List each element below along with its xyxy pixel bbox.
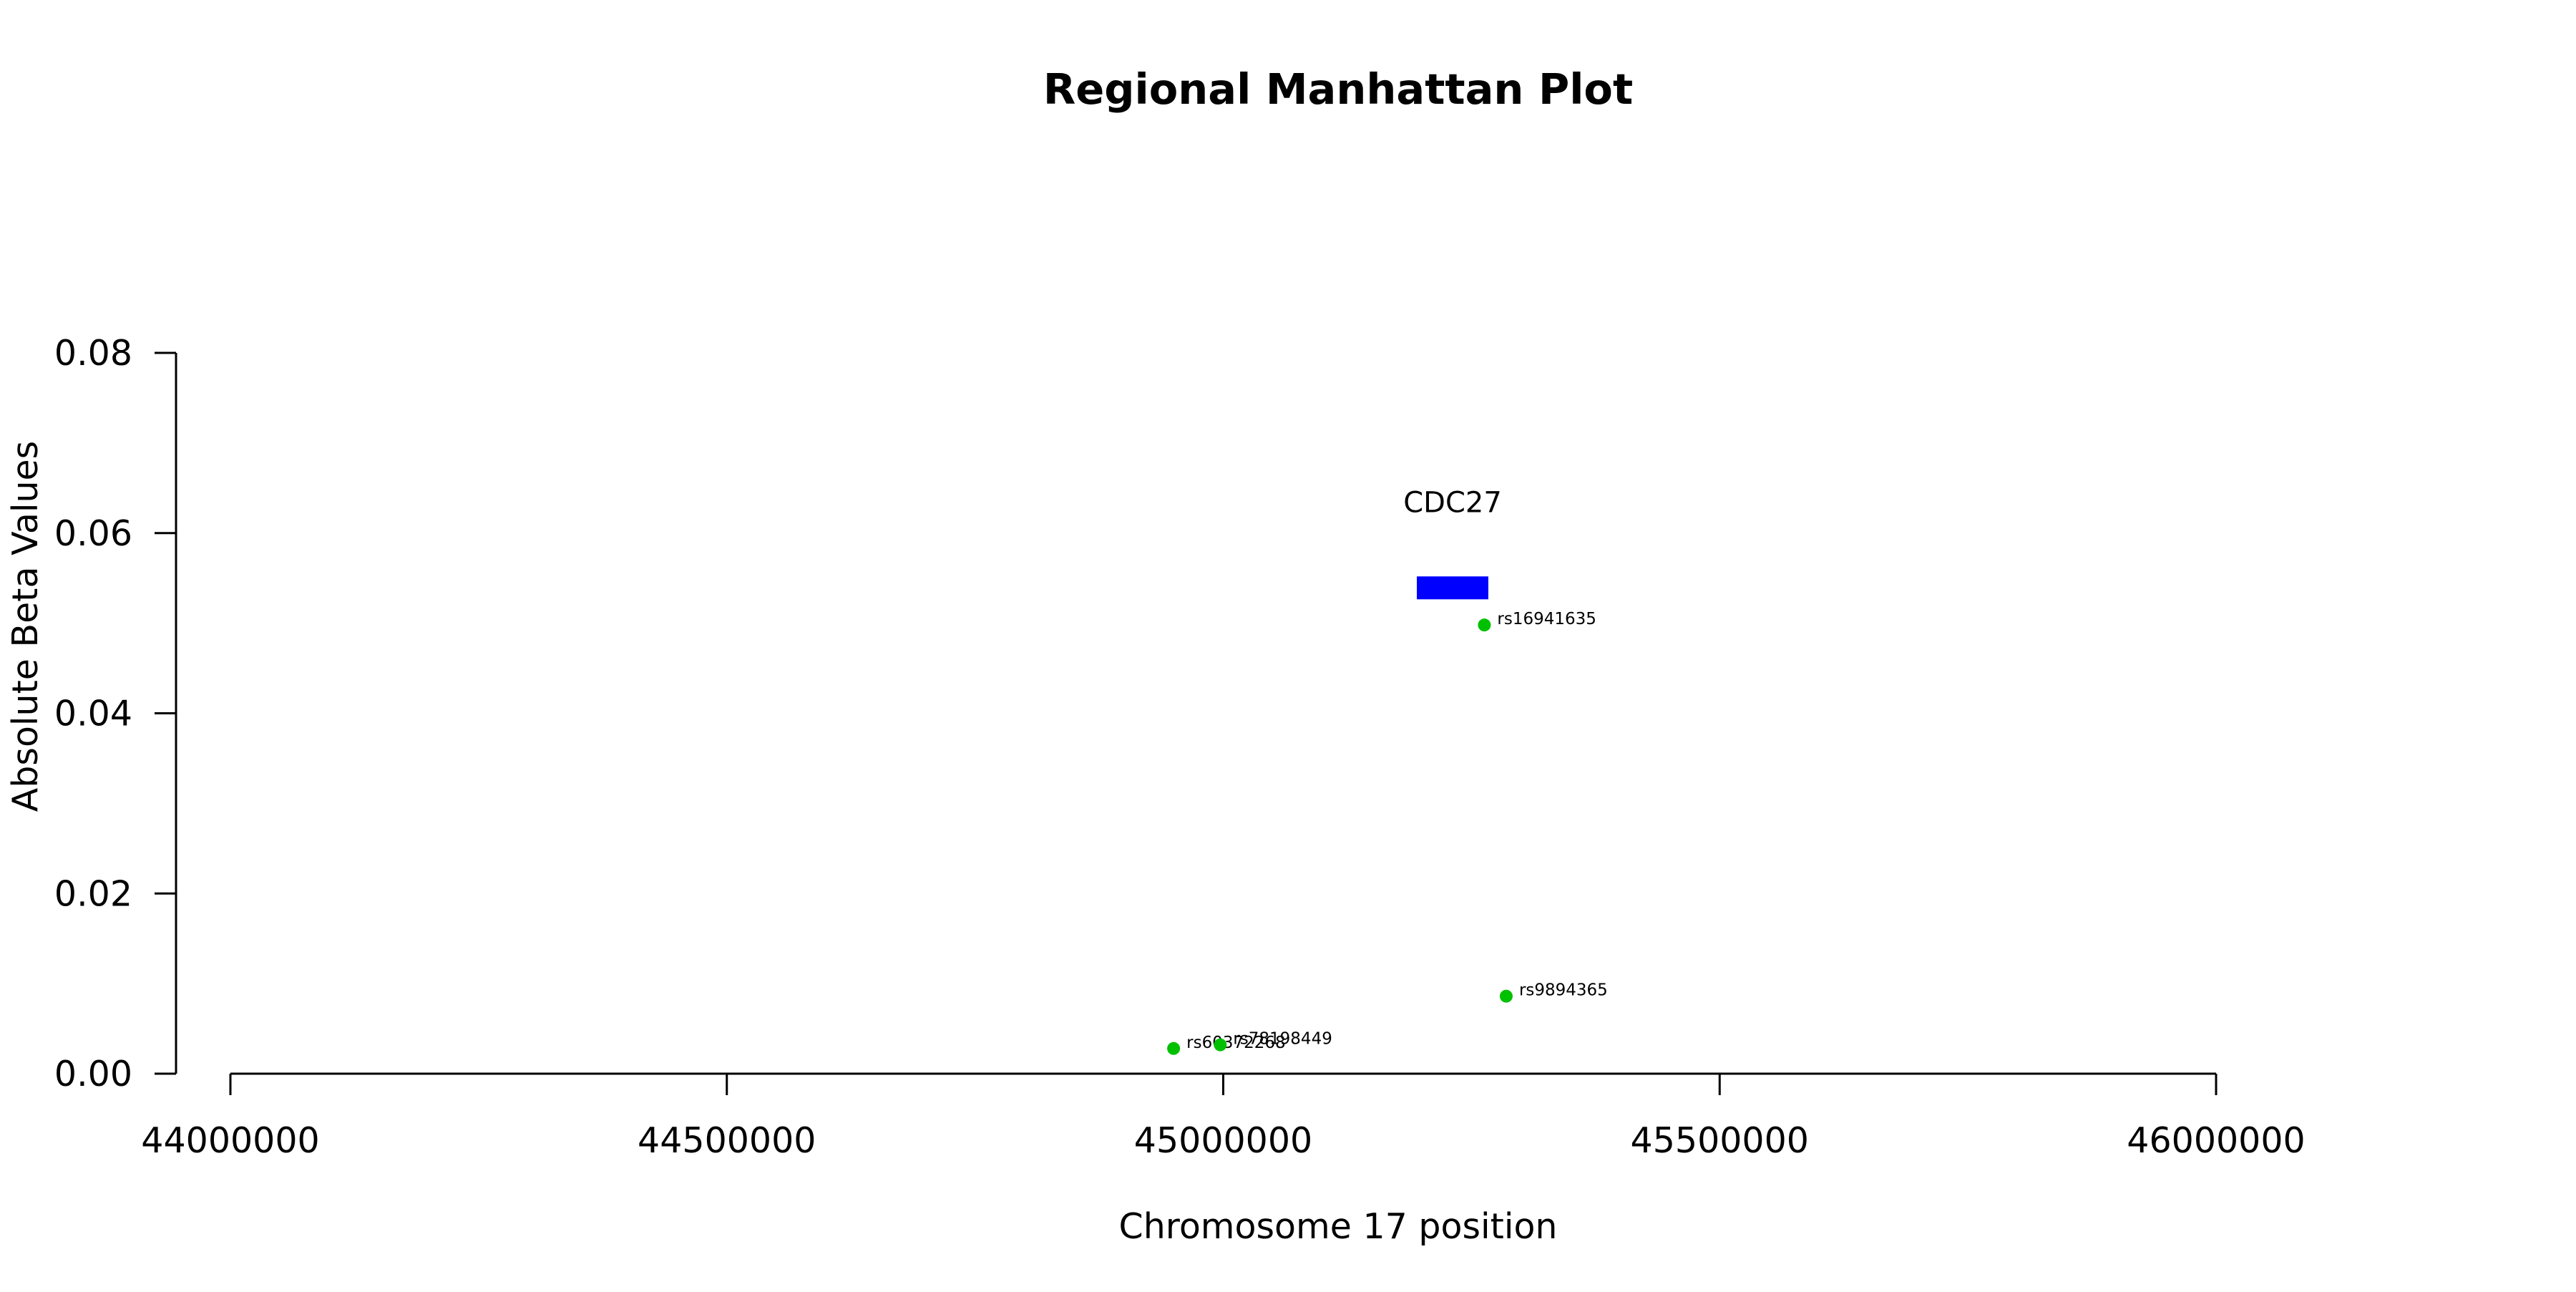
chart-title: Regional Manhattan Plot [1043,64,1633,114]
x-tick-label: 45000000 [1134,1120,1312,1161]
snp-label: rs60372268 [1186,1034,1286,1052]
snp-point [1478,618,1491,632]
x-tick-label: 45500000 [1631,1120,1809,1161]
snp-point [1214,1038,1227,1051]
x-axis-label: Chromosome 17 position [1118,1206,1557,1247]
snp-label: rs16941635 [1497,610,1596,628]
x-tick-label: 46000000 [2127,1120,2305,1161]
y-tick-label: 0.06 [54,513,132,554]
snp-point [1499,989,1513,1003]
gene-bar [1417,576,1488,600]
y-tick-label: 0.02 [54,873,132,914]
x-tick-label: 44000000 [141,1120,319,1161]
snp-point [1167,1041,1181,1055]
snp-label: rs9894365 [1519,981,1608,1000]
y-tick-label: 0.08 [54,333,132,374]
y-axis-label: Absolute Beta Values [5,441,46,812]
y-axis: 0.00 0.02 0.04 0.06 0.08 [54,333,177,1094]
gene-label: CDC27 [1403,486,1502,519]
y-tick-label: 0.04 [54,694,132,734]
x-axis: 44000000 44500000 45000000 45500000 46000000 [141,1072,2306,1161]
y-tick-label: 0.00 [54,1054,132,1094]
snp-label: rs78198449 [1233,1030,1332,1049]
gene-track: CDC27 [1403,486,1502,600]
x-tick-label: 44500000 [638,1120,816,1161]
